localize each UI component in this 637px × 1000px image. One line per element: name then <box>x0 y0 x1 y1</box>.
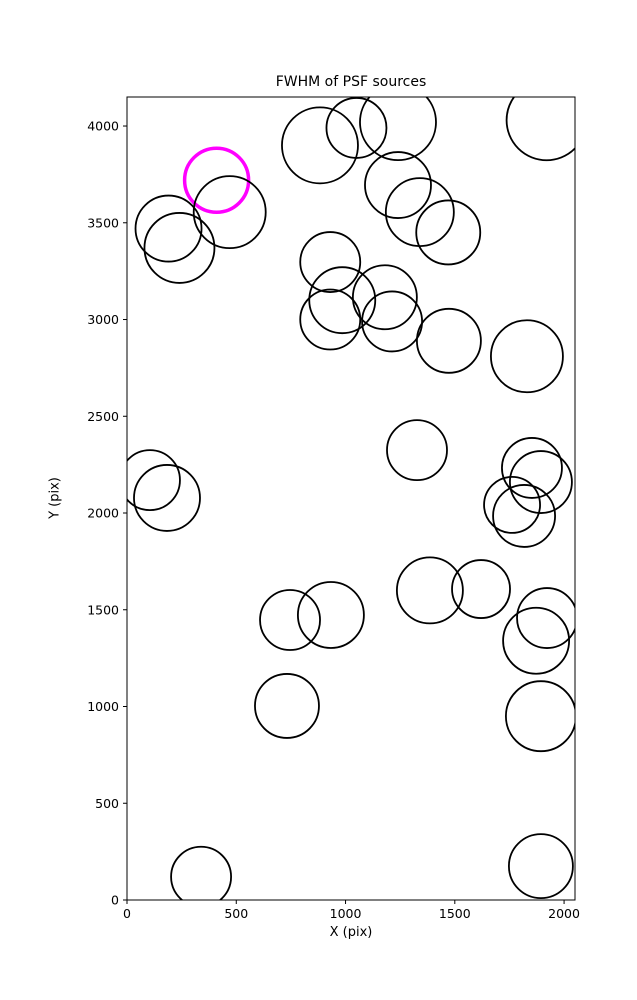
x-tick-label: 0 <box>123 906 131 921</box>
psf-circle <box>325 97 388 159</box>
y-tick-label: 0 <box>111 893 119 908</box>
psf-circle <box>134 194 203 263</box>
y-tick-label: 500 <box>95 796 119 811</box>
psf-circle <box>508 833 574 900</box>
psf-circle <box>143 212 216 284</box>
highlighted-psf-circle <box>182 146 251 214</box>
psf-circle <box>170 845 232 900</box>
y-tick-label: 2500 <box>87 409 119 424</box>
psf-circles-layer <box>127 97 575 900</box>
psf-circle <box>364 151 432 219</box>
x-tick-label: 1000 <box>330 906 362 921</box>
chart-title: FWHM of PSF sources <box>275 74 427 90</box>
psf-circle <box>505 680 575 753</box>
psf-circle <box>483 475 541 534</box>
psf-circle <box>502 606 571 675</box>
psf-circle <box>127 449 181 512</box>
psf-circle <box>386 419 448 482</box>
psf-circle <box>451 559 511 619</box>
y-tick-label: 2000 <box>87 506 119 521</box>
psf-circle <box>192 175 267 250</box>
y-tick-label: 3000 <box>87 312 119 327</box>
psf-circle <box>509 450 573 514</box>
x-tick-label: 1500 <box>439 906 471 921</box>
psf-circle <box>492 484 556 548</box>
psf-circle <box>296 581 365 649</box>
psf-circle <box>351 264 418 331</box>
x-axis-label: X (pix) <box>329 925 373 940</box>
psf-circle <box>133 464 201 532</box>
y-tick-label: 3500 <box>87 215 119 230</box>
psf-circle <box>359 97 437 162</box>
psf-circle <box>516 587 575 649</box>
psf-circle <box>395 556 464 625</box>
psf-circle <box>281 106 359 185</box>
psf-circle <box>416 307 482 374</box>
y-tick-label: 4000 <box>87 119 119 134</box>
x-tick-label: 2000 <box>548 906 580 921</box>
psf-circle <box>254 673 320 739</box>
psf-circle <box>299 231 362 293</box>
psf-circle <box>308 266 377 335</box>
psf-circle <box>299 288 362 351</box>
x-tick-label: 500 <box>224 906 248 921</box>
y-tick-label: 1000 <box>87 699 119 714</box>
psf-circle <box>384 177 455 248</box>
axes-box <box>126 96 576 901</box>
psf-circle <box>259 589 321 651</box>
psf-circle <box>361 290 423 353</box>
psf-circle <box>501 437 563 499</box>
y-tick-label: 1500 <box>87 602 119 617</box>
psf-circle <box>490 319 564 394</box>
psf-circle <box>415 199 482 266</box>
psf-circle <box>505 97 575 162</box>
